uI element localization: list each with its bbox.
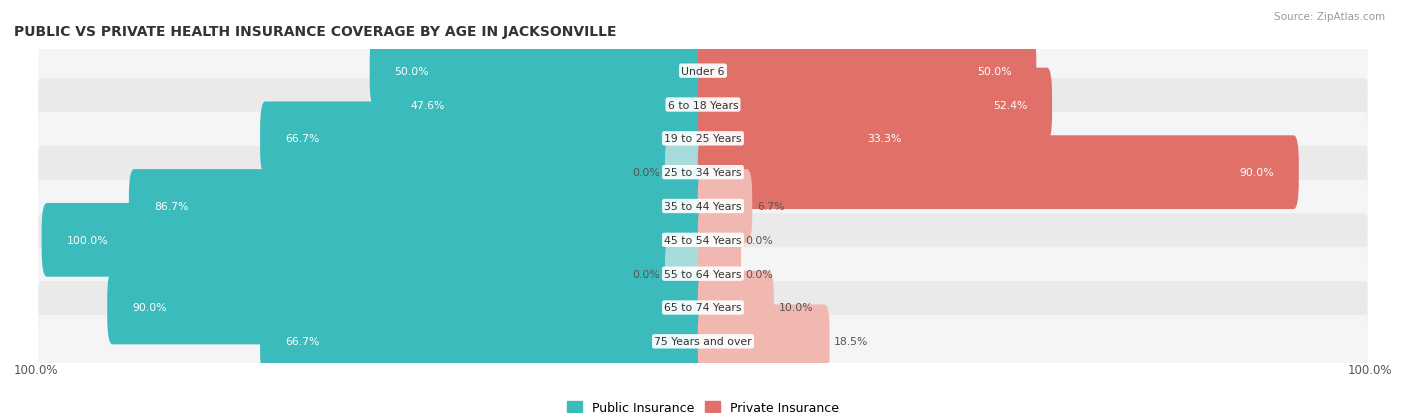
Text: 100.0%: 100.0% <box>1347 363 1392 376</box>
Text: 6.7%: 6.7% <box>756 202 785 211</box>
Text: 90.0%: 90.0% <box>1239 168 1274 178</box>
FancyBboxPatch shape <box>697 305 830 378</box>
Text: 50.0%: 50.0% <box>977 66 1011 76</box>
Text: 19 to 25 Years: 19 to 25 Years <box>664 134 742 144</box>
Text: 18.5%: 18.5% <box>834 337 869 347</box>
Text: 65 to 74 Years: 65 to 74 Years <box>664 303 742 313</box>
Text: 86.7%: 86.7% <box>153 202 188 211</box>
Text: 35 to 44 Years: 35 to 44 Years <box>664 202 742 211</box>
FancyBboxPatch shape <box>38 45 1368 98</box>
FancyBboxPatch shape <box>38 113 1368 165</box>
FancyBboxPatch shape <box>107 271 709 344</box>
Text: 66.7%: 66.7% <box>285 337 319 347</box>
Text: 52.4%: 52.4% <box>993 100 1028 110</box>
FancyBboxPatch shape <box>697 102 927 176</box>
Text: Source: ZipAtlas.com: Source: ZipAtlas.com <box>1274 12 1385 22</box>
FancyBboxPatch shape <box>38 147 1368 199</box>
FancyBboxPatch shape <box>697 136 1299 209</box>
Text: 100.0%: 100.0% <box>14 363 59 376</box>
FancyBboxPatch shape <box>260 305 709 378</box>
FancyBboxPatch shape <box>38 180 1368 233</box>
Text: 0.0%: 0.0% <box>745 235 773 245</box>
Text: 0.0%: 0.0% <box>633 168 661 178</box>
FancyBboxPatch shape <box>697 204 741 277</box>
FancyBboxPatch shape <box>38 281 1368 334</box>
FancyBboxPatch shape <box>42 204 709 277</box>
Text: 90.0%: 90.0% <box>132 303 167 313</box>
Text: 47.6%: 47.6% <box>411 100 444 110</box>
FancyBboxPatch shape <box>38 248 1368 300</box>
Text: 55 to 64 Years: 55 to 64 Years <box>664 269 742 279</box>
Text: 0.0%: 0.0% <box>633 269 661 279</box>
Text: 45 to 54 Years: 45 to 54 Years <box>664 235 742 245</box>
FancyBboxPatch shape <box>697 69 1052 142</box>
Text: Under 6: Under 6 <box>682 66 724 76</box>
Text: 6 to 18 Years: 6 to 18 Years <box>668 100 738 110</box>
FancyBboxPatch shape <box>697 35 1036 108</box>
FancyBboxPatch shape <box>38 214 1368 266</box>
Text: 25 to 34 Years: 25 to 34 Years <box>664 168 742 178</box>
Text: 66.7%: 66.7% <box>285 134 319 144</box>
Legend: Public Insurance, Private Insurance: Public Insurance, Private Insurance <box>567 401 839 413</box>
Text: 0.0%: 0.0% <box>745 269 773 279</box>
Text: 33.3%: 33.3% <box>868 134 901 144</box>
FancyBboxPatch shape <box>697 237 741 311</box>
FancyBboxPatch shape <box>697 271 773 344</box>
Text: 50.0%: 50.0% <box>395 66 429 76</box>
FancyBboxPatch shape <box>385 69 709 142</box>
FancyBboxPatch shape <box>38 79 1368 132</box>
FancyBboxPatch shape <box>260 102 709 176</box>
FancyBboxPatch shape <box>370 35 709 108</box>
FancyBboxPatch shape <box>129 170 709 243</box>
Text: 75 Years and over: 75 Years and over <box>654 337 752 347</box>
FancyBboxPatch shape <box>665 136 709 209</box>
Text: 10.0%: 10.0% <box>779 303 813 313</box>
FancyBboxPatch shape <box>697 170 752 243</box>
Text: 100.0%: 100.0% <box>66 235 108 245</box>
FancyBboxPatch shape <box>665 237 709 311</box>
Text: PUBLIC VS PRIVATE HEALTH INSURANCE COVERAGE BY AGE IN JACKSONVILLE: PUBLIC VS PRIVATE HEALTH INSURANCE COVER… <box>14 25 617 39</box>
FancyBboxPatch shape <box>38 315 1368 368</box>
